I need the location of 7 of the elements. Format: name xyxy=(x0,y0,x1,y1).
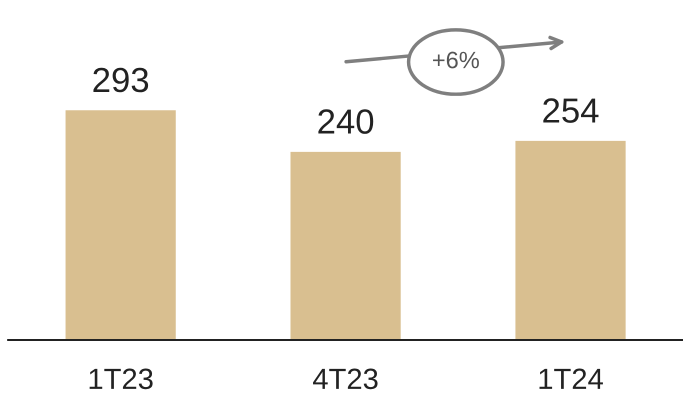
x-tick-label: 4T23 xyxy=(313,368,378,390)
data-label: 254 xyxy=(543,98,598,123)
data-label: 240 xyxy=(318,109,374,134)
x-tick-label: 1T23 xyxy=(90,368,153,390)
data-label: 293 xyxy=(93,68,148,92)
text: +6% xyxy=(433,52,479,68)
x-tick-label: 1T24 xyxy=(540,368,603,389)
